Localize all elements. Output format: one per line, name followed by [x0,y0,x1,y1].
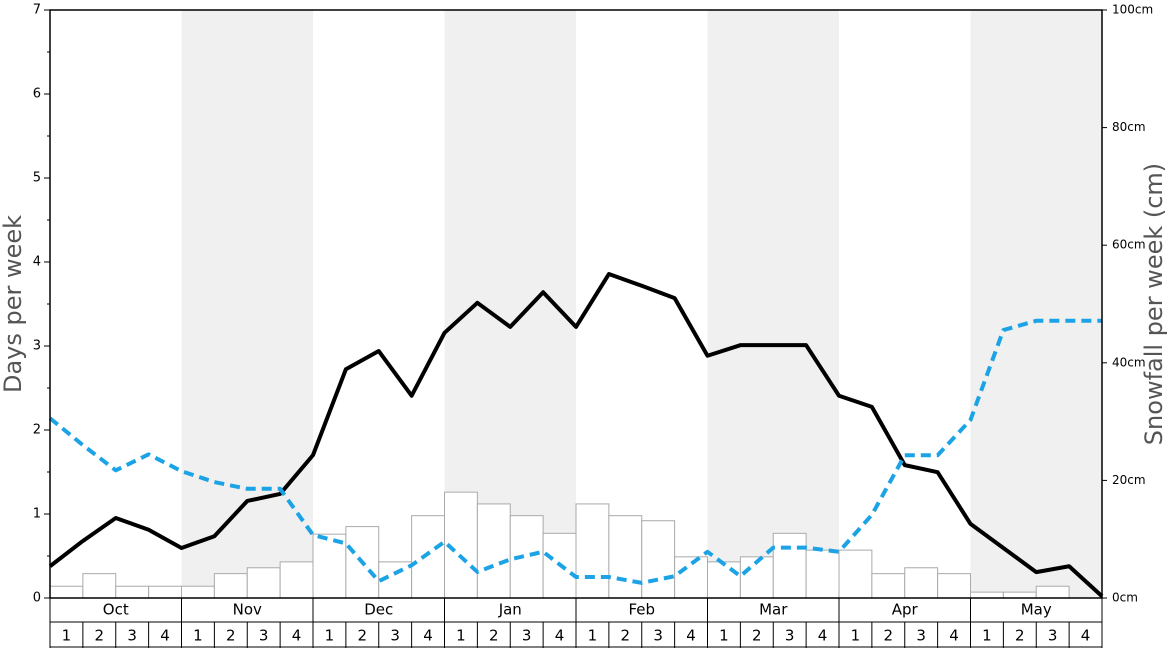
week-label: 3 [127,627,137,645]
week-label: 4 [818,627,828,645]
week-label: 2 [752,627,762,645]
week-label: 3 [653,627,663,645]
bar [772,532,807,599]
month-label: Mar [759,601,788,619]
y-tick-label: 3 [33,339,41,354]
bar [641,520,676,599]
bar [575,503,610,599]
y2-tick-label: 20cm [1112,473,1146,487]
y-tick-label: 6 [33,87,41,102]
week-label: 2 [489,627,499,645]
week-label: 1 [982,627,992,645]
week-label: 4 [686,627,696,645]
week-label: 1 [193,627,203,645]
week-label: 2 [621,627,631,645]
week-label: 2 [1015,627,1025,645]
week-label: 3 [259,627,269,645]
bar [148,585,182,599]
week-label: 4 [1081,627,1091,645]
week-label: 3 [785,627,795,645]
bar [608,515,643,599]
week-label: 4 [949,627,959,645]
week-label: 3 [522,627,532,645]
bar [411,515,445,599]
line-series [48,272,1104,598]
week-label: 4 [423,627,433,645]
bar [1002,591,1037,599]
y2-tick-label: 100cm [1112,3,1153,17]
bar [181,585,215,599]
month-band [707,10,839,598]
bar [871,573,906,599]
week-label: 1 [62,627,72,645]
y-tick-label: 2 [33,423,41,438]
y2-tick-label: 40cm [1112,355,1146,369]
y2-tick-label: 60cm [1112,238,1146,252]
month-label: Nov [233,601,262,619]
y2-tick-label: 80cm [1112,120,1146,134]
y-tick-label: 7 [33,3,41,18]
bar [213,573,248,599]
month-band [970,10,1102,598]
bar [246,567,281,599]
bar [312,533,347,599]
y2-tick-label: 0cm [1112,591,1138,605]
bar [838,549,873,599]
month-label: May [1021,601,1052,619]
week-label: 1 [719,627,729,645]
bar [904,567,939,599]
week-label: 1 [851,627,861,645]
month-label: Oct [103,601,129,619]
bar [970,591,1004,599]
week-label: 1 [325,627,335,645]
month-band [181,10,313,598]
week-label: 1 [456,627,466,645]
bar [82,573,117,599]
week-label: 3 [1048,627,1058,645]
line-series [48,318,1102,585]
month-label: Dec [364,601,393,619]
y-tick-label: 4 [33,255,41,270]
y2-axis-label: Snowfall per week (cm) [1140,163,1168,445]
week-label: 2 [358,627,368,645]
week-label: 2 [226,627,236,645]
month-label: Feb [628,601,655,619]
y-tick-label: 1 [33,507,41,522]
bar [937,573,971,599]
bar [1035,585,1070,599]
y-tick-label: 0 [33,591,41,606]
bar [279,561,314,599]
week-label: 3 [390,627,400,645]
week-label: 4 [160,627,170,645]
week-label: 3 [916,627,926,645]
y-tick-label: 5 [33,171,41,186]
bar [115,585,150,599]
month-label: Jan [498,601,522,619]
week-label: 4 [292,627,302,645]
bar [476,503,511,599]
bar [49,585,84,599]
bar [707,561,741,599]
week-label: 1 [588,627,598,645]
week-label: 2 [884,627,894,645]
y-axis-label: Days per week [0,215,27,393]
bar [805,549,840,599]
week-label: 2 [95,627,105,645]
week-label: 4 [555,627,565,645]
month-label: Apr [892,601,919,619]
